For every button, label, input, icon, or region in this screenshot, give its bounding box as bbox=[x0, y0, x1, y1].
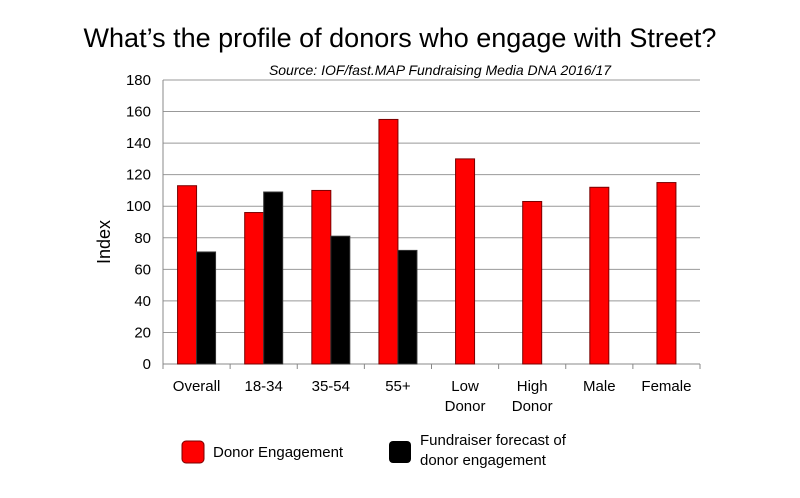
legend-swatch-fundraiser-forecast bbox=[389, 441, 411, 463]
y-tick-label: 20 bbox=[134, 324, 151, 341]
y-tick-label: 0 bbox=[143, 356, 151, 373]
bar-donor-engagement bbox=[244, 212, 265, 365]
bar-donor-engagement bbox=[455, 158, 476, 365]
y-tick-label: 40 bbox=[134, 293, 151, 310]
legend-label-donor-engagement: Donor Engagement bbox=[213, 444, 344, 461]
x-tick-label: High bbox=[517, 378, 548, 395]
y-tick-label: 160 bbox=[126, 104, 151, 121]
chart-title: What’s the profile of donors who engage … bbox=[84, 23, 717, 53]
bar-fundraiser-forecast bbox=[397, 249, 418, 365]
x-tick-label: 18-34 bbox=[245, 378, 283, 395]
y-tick-label: 140 bbox=[126, 135, 151, 152]
x-tick-label: Low bbox=[451, 378, 479, 395]
legend-label-fundraiser-forecast: donor engagement bbox=[420, 452, 547, 469]
x-tick-label: Donor bbox=[512, 398, 553, 415]
bar-fundraiser-forecast bbox=[196, 251, 217, 365]
x-tick-label: Overall bbox=[173, 378, 221, 395]
y-axis-label: Index bbox=[94, 220, 114, 264]
y-tick-label: 60 bbox=[134, 261, 151, 278]
bar-donor-engagement bbox=[656, 182, 677, 365]
bar-donor-engagement bbox=[522, 200, 543, 365]
chart-subtitle: Source: IOF/fast.MAP Fundraising Media D… bbox=[269, 62, 612, 78]
x-tick-label: Donor bbox=[445, 398, 486, 415]
bar-donor-engagement bbox=[311, 189, 332, 365]
x-tick-label: Male bbox=[583, 378, 616, 395]
y-tick-label: 80 bbox=[134, 230, 151, 247]
x-tick-label: 35-54 bbox=[312, 378, 350, 395]
bar-donor-engagement bbox=[177, 185, 198, 365]
bar-donor-engagement bbox=[378, 118, 399, 365]
bar-donor-engagement bbox=[589, 186, 610, 365]
bar-fundraiser-forecast bbox=[330, 235, 351, 365]
y-tick-label: 100 bbox=[126, 198, 151, 215]
x-tick-label: 55+ bbox=[385, 378, 411, 395]
y-tick-label: 180 bbox=[126, 72, 151, 89]
bar-fundraiser-forecast bbox=[263, 191, 284, 365]
y-tick-label: 120 bbox=[126, 167, 151, 184]
legend-swatch-donor-engagement bbox=[181, 440, 205, 464]
legend-label-fundraiser-forecast: Fundraiser forecast of bbox=[420, 432, 567, 449]
x-tick-label: Female bbox=[641, 378, 691, 395]
